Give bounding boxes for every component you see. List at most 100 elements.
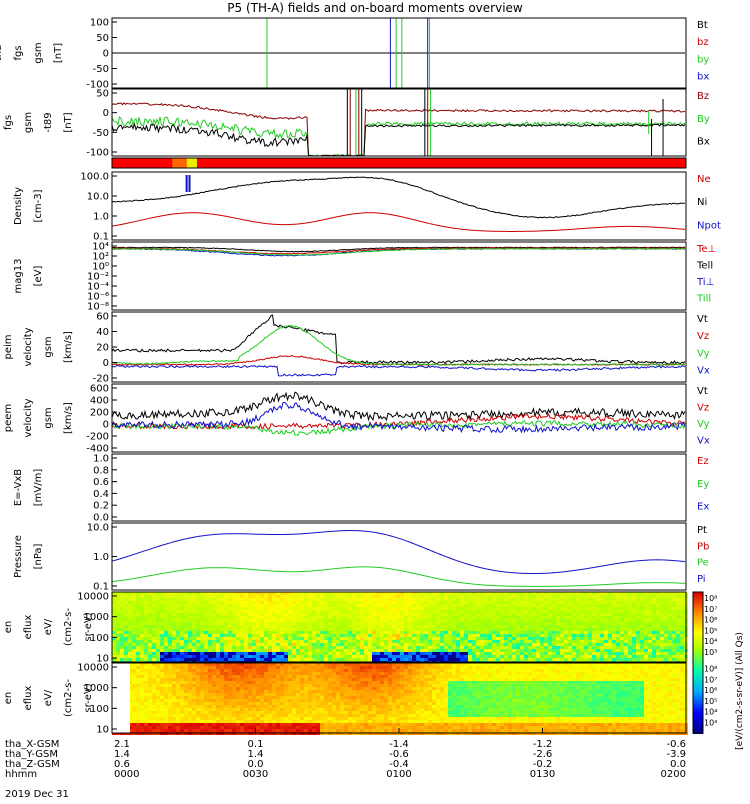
peir-eflux-heatmap-cell (376, 637, 380, 640)
peir-eflux-heatmap-cell (176, 631, 180, 634)
peir-eflux-heatmap-cell (428, 628, 432, 631)
peir-eflux-heatmap-cell (200, 646, 204, 649)
peir-eflux-heatmap-cell (312, 631, 316, 634)
peir-eflux-heatmap-cell (628, 646, 632, 649)
peir-eflux-heatmap-cell (588, 658, 592, 661)
peir-eflux-heatmap-cell (456, 610, 460, 613)
peir-eflux-heatmap-cell (444, 601, 448, 604)
peir-eflux-heatmap-cell (228, 613, 232, 616)
peir-eflux-heatmap-cell (640, 604, 644, 607)
peir-eflux-heatmap-cell (248, 604, 252, 607)
peir-eflux-heatmap-cell (624, 628, 628, 631)
peir-eflux-heatmap-cell (632, 625, 636, 628)
peer-eflux-heatmap-cell (304, 684, 308, 687)
peir-eflux-heatmap-cell (612, 622, 616, 625)
peer-eflux-heatmap-cell (348, 681, 352, 684)
peir-eflux-heatmap-cell (192, 616, 196, 619)
peir-eflux-heatmap-cell (464, 619, 468, 622)
peir-eflux-heatmap-cell (520, 622, 524, 625)
peir-eflux-heatmap-cell (368, 616, 372, 619)
peir-eflux-heatmap-cell (124, 652, 128, 655)
peer-eflux-heatmap-cell (152, 711, 156, 714)
peir-eflux-heatmap-cell (544, 607, 548, 610)
peir-eflux-heatmap-cell (268, 634, 272, 637)
peir-eflux-heatmap-cell (404, 643, 408, 646)
peer-eflux-heatmap-cell (296, 720, 300, 723)
peir-eflux-heatmap-cell (444, 598, 448, 601)
peer-eflux-heatmap-cell (272, 696, 276, 699)
peir-eflux-heatmap-cell (412, 658, 416, 661)
peer-eflux-heatmap-cell (168, 714, 172, 717)
peer-eflux-heatmap-cell (300, 675, 304, 678)
peer-eflux-heatmap-cell (172, 714, 176, 717)
peer-eflux-heatmap-cell (252, 678, 256, 681)
peer-eflux-heatmap-cell (312, 693, 316, 696)
peir-eflux-heatmap-cell (164, 649, 168, 652)
peir-eflux-heatmap-cell (412, 631, 416, 634)
peir-eflux-heatmap-cell (660, 604, 664, 607)
peir-eflux-heatmap-cell (680, 619, 684, 622)
peir-eflux-heatmap-cell (492, 625, 496, 628)
peir-eflux-heatmap-cell (380, 655, 384, 658)
peir-eflux-heatmap-cell (276, 640, 280, 643)
peir-eflux-heatmap-cell (652, 613, 656, 616)
peir-eflux-heatmap-cell (164, 640, 168, 643)
peer-eflux-heatmap-cell (340, 672, 344, 675)
peir-eflux-heatmap-cell (400, 619, 404, 622)
peir-eflux-heatmap-cell (176, 655, 180, 658)
peir-eflux-heatmap-cell (380, 634, 384, 637)
peir-eflux-heatmap-cell (556, 625, 560, 628)
peir-eflux-heatmap-cell (500, 646, 504, 649)
peir-eflux-heatmap-cell (372, 655, 376, 658)
peer-eflux-heatmap-cell (196, 720, 200, 723)
peir-eflux-heatmap-cell (624, 658, 628, 661)
peir-eflux-heatmap-cell (508, 616, 512, 619)
peir-eflux-heatmap-cell (480, 631, 484, 634)
peir-eflux-heatmap-cell (472, 613, 476, 616)
peir-eflux-heatmap-cell (328, 628, 332, 631)
peer-eflux-heatmap-cell (280, 708, 284, 711)
peer-eflux-heatmap-cell (220, 666, 224, 669)
peer-eflux-heatmap-cell (276, 702, 280, 705)
peir-eflux-heatmap-cell (540, 619, 544, 622)
peir-eflux-heatmap-cell (616, 640, 620, 643)
peir-eflux-heatmap-cell (204, 655, 208, 658)
peir-eflux-heatmap-cell (348, 652, 352, 655)
peer-eflux-heatmap-cell (248, 723, 252, 726)
peir-eflux-heatmap-cell (540, 625, 544, 628)
peir-eflux-heatmap-cell (468, 640, 472, 643)
peir-eflux-heatmap-cell (192, 643, 196, 646)
peir-eflux-heatmap-cell (240, 658, 244, 661)
peir-eflux-heatmap-cell (420, 616, 424, 619)
peer-eflux-heatmap-cell (228, 690, 232, 693)
peir-eflux-heatmap-cell (672, 652, 676, 655)
peir-eflux-heatmap-cell (680, 622, 684, 625)
peir-eflux-heatmap-cell (148, 631, 152, 634)
peir-eflux-heatmap-cell (508, 655, 512, 658)
peir-eflux-heatmap-cell (416, 601, 420, 604)
peir-eflux-heatmap-cell (232, 628, 236, 631)
peer-eflux-heatmap-cell (252, 705, 256, 708)
peir-eflux-heatmap-cell (464, 625, 468, 628)
peer-eflux-heatmap-cell (212, 702, 216, 705)
peir-eflux-heatmap-cell (248, 598, 252, 601)
peer-eflux-heatmap-cell (196, 708, 200, 711)
peir-eflux-heatmap-cell (376, 601, 380, 604)
peir-eflux-heatmap-cell (300, 652, 304, 655)
peir-eflux-heatmap-cell (596, 631, 600, 634)
peir-eflux-heatmap-cell (308, 625, 312, 628)
peir-eflux-heatmap-cell (680, 655, 684, 658)
peer-eflux-heatmap-cell (200, 693, 204, 696)
peir-eflux-heatmap-cell (228, 658, 232, 661)
peir-eflux-heatmap-cell (664, 601, 668, 604)
peir-eflux-heatmap-cell (368, 631, 372, 634)
peir-eflux-heatmap-cell (616, 652, 620, 655)
peir-eflux-heatmap-cell (636, 628, 640, 631)
peer-eflux-heatmap-cell (284, 675, 288, 678)
peir-eflux-heatmap-cell (484, 595, 488, 598)
peer-eflux-heatmap-cell (208, 693, 212, 696)
peir-eflux-heatmap-cell (368, 619, 372, 622)
peir-eflux-heatmap-cell (380, 658, 384, 661)
peer-eflux-heatmap-cell (280, 705, 284, 708)
peir-eflux-heatmap-cell (256, 658, 260, 661)
